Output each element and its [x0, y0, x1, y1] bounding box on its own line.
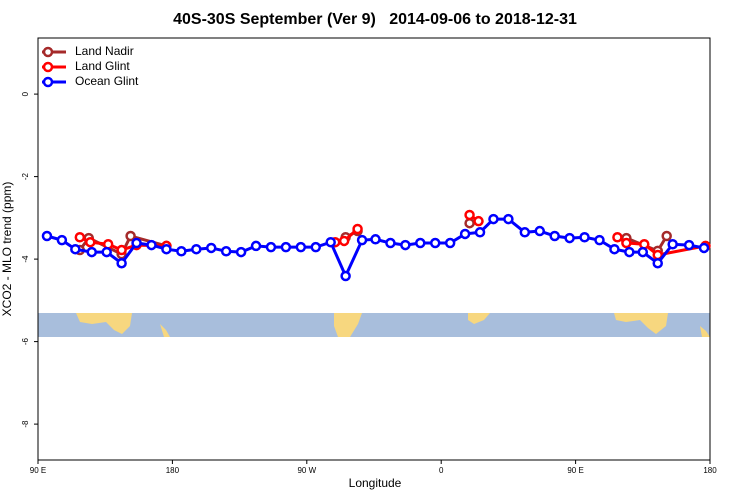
- x-tick-label: 90 E: [567, 466, 583, 475]
- x-axis-label: Longitude: [349, 476, 402, 490]
- point: [191, 243, 202, 255]
- point: [400, 239, 411, 251]
- point: [464, 209, 475, 221]
- point: [205, 242, 217, 254]
- point: [338, 235, 350, 247]
- point: [667, 239, 678, 250]
- point: [621, 237, 632, 249]
- point: [652, 257, 663, 269]
- point: [370, 234, 381, 245]
- point: [56, 234, 68, 246]
- legend-marker: [42, 61, 54, 73]
- point: [356, 234, 368, 246]
- point: [564, 232, 575, 244]
- y-tick-label: -6: [21, 338, 30, 346]
- point: [86, 246, 98, 258]
- point: [473, 215, 484, 227]
- point: [637, 246, 649, 258]
- point: [146, 239, 157, 251]
- point: [310, 241, 322, 253]
- point: [70, 243, 81, 255]
- point: [464, 217, 475, 229]
- point: [295, 241, 307, 253]
- point: [85, 236, 96, 248]
- point: [624, 246, 635, 258]
- x-tick-label: 0: [439, 466, 444, 475]
- point: [385, 237, 396, 249]
- point: [220, 246, 232, 257]
- series-line: [46, 217, 705, 280]
- x-tick-label: 180: [703, 466, 717, 475]
- point: [612, 231, 623, 243]
- point: [503, 213, 514, 225]
- point: [661, 230, 672, 242]
- y-tick-label: -4: [21, 255, 30, 263]
- chart-title: 40S-30S September (Ver 9) 2014-09-06 to …: [173, 11, 577, 28]
- point: [609, 243, 620, 255]
- point: [534, 225, 546, 237]
- point: [352, 223, 363, 235]
- point: [429, 237, 441, 249]
- point: [579, 231, 590, 243]
- point: [131, 237, 142, 249]
- point: [125, 230, 136, 242]
- point: [519, 227, 531, 238]
- map-strip: [38, 313, 710, 337]
- point: [41, 230, 53, 242]
- series: [41, 213, 710, 282]
- point: [280, 241, 292, 253]
- point: [176, 246, 187, 257]
- point: [415, 237, 426, 249]
- legend-label: Land Nadir: [75, 44, 134, 58]
- legend-label: Ocean Glint: [75, 74, 139, 88]
- x-tick-label: 90 E: [30, 466, 46, 475]
- point: [161, 243, 172, 255]
- plot-frame: [37, 37, 711, 461]
- point: [459, 228, 471, 240]
- legend-marker: [42, 76, 54, 88]
- y-tick-label: -2: [21, 173, 30, 181]
- x-tick-label: 90 W: [297, 466, 316, 475]
- point: [444, 237, 456, 249]
- point: [488, 213, 499, 225]
- point: [250, 240, 262, 252]
- point: [683, 239, 695, 251]
- point: [101, 246, 112, 258]
- y-axis-label: XCO2 - MLO trend (ppm): [0, 182, 14, 317]
- point: [74, 231, 86, 243]
- point: [340, 270, 351, 282]
- point: [116, 257, 127, 269]
- point: [549, 230, 560, 242]
- y-tick-label: -8: [21, 420, 30, 428]
- point: [325, 236, 336, 248]
- legend-label: Land Glint: [75, 59, 130, 73]
- x-tick-label: 180: [166, 466, 180, 475]
- point: [116, 244, 127, 256]
- legend-marker: [42, 46, 54, 58]
- point: [594, 234, 605, 246]
- y-tick-label: 0: [21, 91, 30, 96]
- point: [474, 227, 486, 238]
- point: [698, 242, 710, 254]
- point: [235, 246, 247, 258]
- point: [265, 241, 277, 253]
